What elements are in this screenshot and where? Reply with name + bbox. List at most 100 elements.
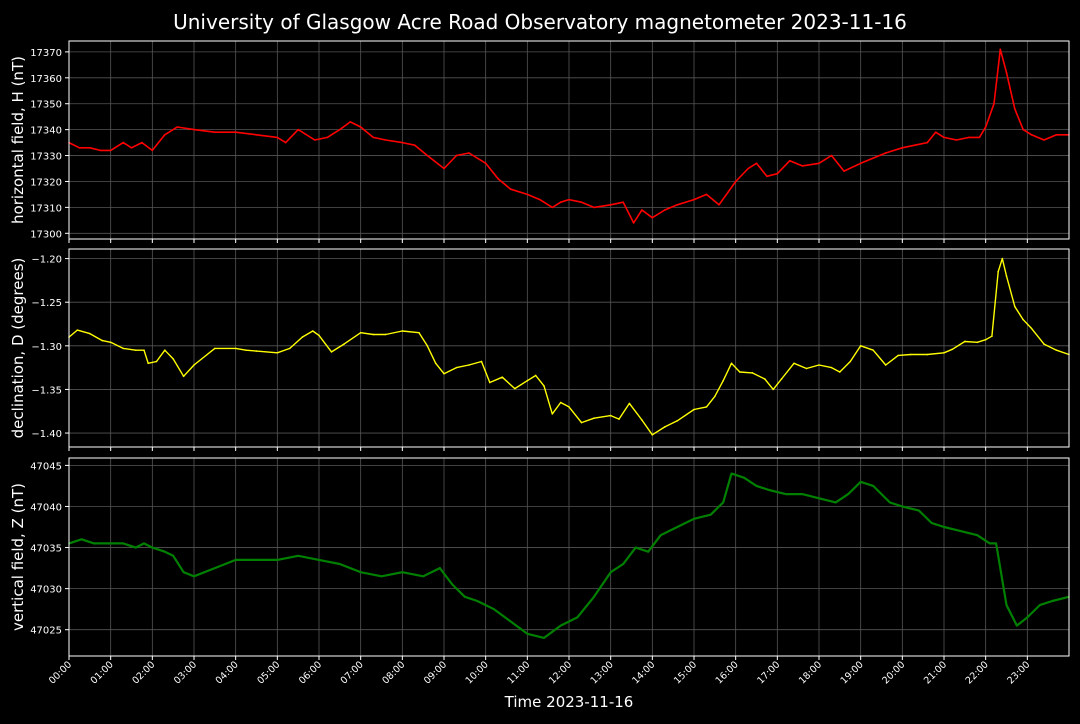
data-point-z <box>943 526 945 528</box>
data-point-h <box>468 152 470 154</box>
data-point-h <box>193 128 195 131</box>
data-point-d <box>839 371 841 373</box>
data-point-z <box>1026 616 1029 619</box>
data-point-z <box>493 608 495 610</box>
data-point-z <box>339 563 341 565</box>
data-point-z <box>847 493 849 495</box>
data-point-z <box>214 567 216 569</box>
data-point-d <box>143 349 145 351</box>
data-point-z <box>359 571 362 573</box>
data-point-d <box>372 333 374 336</box>
data-point-h <box>426 154 429 157</box>
data-point-d <box>384 333 387 336</box>
y-axis-label-z: vertical field, Z (nT) <box>9 483 27 631</box>
data-point-d <box>818 364 820 366</box>
data-point-h <box>776 172 779 175</box>
data-point-d <box>501 376 504 379</box>
data-point-d <box>147 362 149 365</box>
data-point-h <box>151 149 154 152</box>
data-point-d <box>526 379 529 382</box>
data-point-d <box>255 350 258 352</box>
data-point-z <box>182 571 185 573</box>
data-point-d <box>155 360 158 363</box>
y-tick-label: 17340 <box>30 126 62 137</box>
data-point-h <box>326 136 329 139</box>
axes-frame <box>68 40 1070 240</box>
data-point-d <box>1022 318 1024 321</box>
data-point-h <box>1043 139 1045 141</box>
data-point-d <box>109 341 112 344</box>
data-point-z <box>543 637 545 639</box>
data-point-z <box>995 542 997 545</box>
data-point-d <box>830 366 833 369</box>
data-point-d <box>976 341 979 344</box>
data-point-d <box>793 362 795 365</box>
y-tick-label: 17360 <box>30 74 62 85</box>
data-point-z <box>318 559 320 561</box>
data-point-d <box>872 349 874 351</box>
data-point-h <box>926 141 929 144</box>
data-point-d <box>455 366 458 369</box>
data-point-d <box>289 347 291 350</box>
data-point-d <box>245 349 247 351</box>
y-tick-label: 17310 <box>30 203 62 214</box>
data-point-z <box>172 554 174 557</box>
data-point-z <box>622 563 624 565</box>
data-point-h <box>747 167 749 170</box>
data-point-h <box>1014 108 1016 110</box>
data-point-h <box>276 136 279 139</box>
data-point-h <box>901 146 904 149</box>
data-point-z <box>693 517 695 520</box>
data-point-d <box>318 334 320 337</box>
data-point-h <box>1055 134 1058 136</box>
data-point-h <box>632 222 635 224</box>
data-point-d <box>534 374 537 377</box>
data-point-d <box>714 395 716 398</box>
data-point-z <box>164 550 166 553</box>
data-point-z <box>1051 600 1054 602</box>
data-point-h <box>414 144 416 146</box>
y-tick-label: −1.25 <box>31 298 62 309</box>
data-point-d <box>991 335 993 338</box>
data-point-d <box>122 347 124 350</box>
data-point-d <box>849 360 852 363</box>
data-point-z <box>255 559 258 561</box>
data-point-z <box>730 472 733 475</box>
data-point-d <box>101 339 104 342</box>
axes-frame <box>68 457 1070 657</box>
data-point-h <box>622 201 624 203</box>
data-point-z <box>593 596 595 598</box>
data-point-z <box>151 546 154 549</box>
data-point-h <box>349 121 352 123</box>
data-point-z <box>576 616 579 619</box>
data-point-z <box>1005 604 1008 606</box>
axes-frame <box>68 248 1070 448</box>
data-point-d <box>301 336 304 338</box>
data-point-d <box>1005 275 1008 277</box>
data-point-z <box>918 509 920 512</box>
data-point-z <box>976 534 979 537</box>
data-point-h <box>734 180 737 183</box>
data-point-z <box>859 481 862 483</box>
data-point-h <box>789 159 791 162</box>
data-point-h <box>884 152 887 154</box>
y-tick-label: 47040 <box>30 502 62 513</box>
data-point-z <box>234 559 237 561</box>
y-tick-label: 17370 <box>30 48 62 59</box>
data-point-z <box>818 497 820 500</box>
data-point-d <box>751 372 754 374</box>
data-point-z <box>401 571 404 573</box>
data-point-h <box>914 144 916 146</box>
data-point-d <box>434 362 437 365</box>
data-point-h <box>568 198 570 201</box>
data-point-h <box>1005 71 1008 74</box>
data-point-h <box>718 203 720 206</box>
data-point-z <box>509 620 512 623</box>
y-tick-label: 17320 <box>30 177 62 188</box>
data-point-d <box>418 331 420 334</box>
data-point-d <box>628 402 631 405</box>
data-point-h <box>214 131 216 134</box>
data-point-z <box>676 526 679 528</box>
